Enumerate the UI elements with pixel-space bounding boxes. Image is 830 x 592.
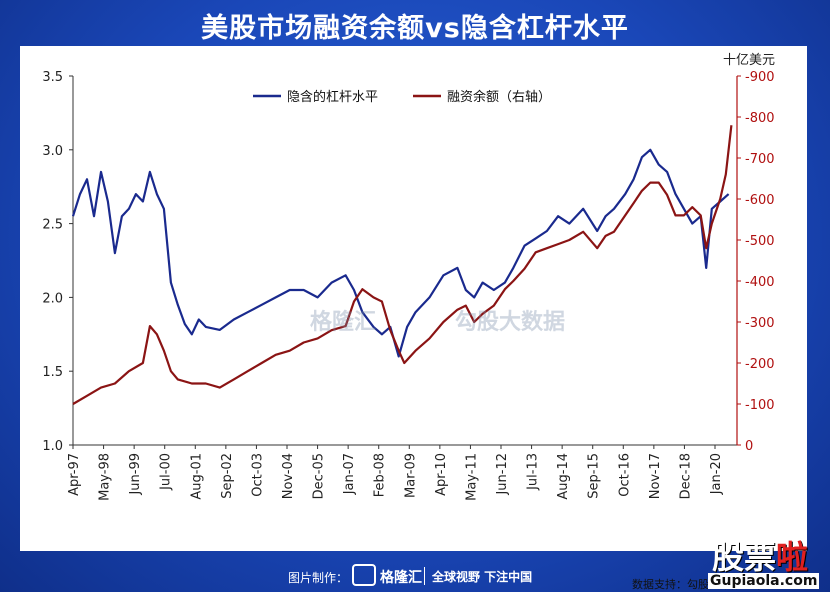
right-tick-label: -100	[745, 398, 775, 413]
right-tick-label: -700	[745, 152, 775, 167]
watermark-brand-2: 勾股大数据	[455, 310, 566, 335]
left-tick-label: 1.5	[42, 365, 63, 380]
footer-slogan: 全球视野 下注中国	[432, 570, 533, 584]
x-tick-label: Nov-17	[648, 453, 663, 499]
x-tick-label: Oct-03	[250, 453, 265, 497]
x-tick-label: Jun-99	[128, 453, 143, 496]
x-tick-label: Jan-20	[709, 453, 724, 495]
watermark-brand: 格隆汇	[310, 310, 377, 335]
footer-bar: 图片制作： 格隆汇 全球视野 下注中国	[0, 560, 830, 592]
right-tick-label: -300	[745, 316, 775, 331]
stamp-text-a: 股票	[712, 538, 777, 576]
right-tick-label: -800	[745, 111, 775, 126]
left-tick-label: 2.0	[42, 291, 63, 306]
x-tick-label: Mar-09	[403, 453, 418, 498]
leverage-series-line	[71, 148, 730, 358]
chart-title: 美股市场融资余额vs隐含杠杆水平	[201, 13, 629, 44]
chart-panel: 1.0 1.5 2.0 2.5 3.0 3.5 0 -100 -200 -300 -400 -500 -…	[20, 46, 807, 591]
margin-balance-series-line	[72, 125, 733, 405]
x-tick-label: Oct-16	[617, 453, 632, 497]
left-tick-label: 2.5	[42, 218, 63, 233]
stamp-text-b: 啦	[776, 538, 809, 576]
x-tick-label: Feb-08	[373, 453, 388, 497]
x-tick-label: Sep-15	[587, 453, 602, 499]
x-tick-label: Jun-12	[495, 453, 510, 496]
footer-made-by: 图片制作：	[288, 571, 349, 585]
x-tick-label: Nov-04	[281, 453, 296, 499]
right-tick-label: -500	[745, 234, 775, 249]
footer-divider	[424, 567, 425, 585]
x-tick-label: Jul-00	[159, 453, 174, 491]
right-tick-label: -600	[745, 193, 775, 208]
stamp-url: Gupiaola.com	[708, 573, 820, 589]
site-stamp: 股票啦	[712, 532, 808, 578]
right-tick-label: -900	[745, 70, 775, 85]
left-tick-label: 3.0	[42, 144, 63, 159]
right-tick-label: -200	[745, 357, 775, 372]
right-axis-unit: 十亿美元	[723, 53, 775, 68]
x-tick-label: Dec-18	[678, 453, 693, 499]
x-tick-label: Sep-02	[220, 453, 235, 499]
x-tick-label: Aug-01	[189, 453, 204, 500]
x-tick-label: May-98	[98, 453, 113, 501]
footer-logo-text: 格隆汇	[380, 570, 422, 586]
left-tick-label: 3.5	[42, 70, 63, 85]
legend-label: 融资余额（右轴）	[447, 89, 551, 105]
x-tick-label: Aug-14	[556, 453, 571, 500]
right-tick-label: 0	[745, 439, 753, 454]
legend-label: 隐含的杠杆水平	[287, 89, 378, 105]
left-tick-label: 1.0	[42, 439, 63, 454]
x-tick-label: Dec-05	[312, 453, 327, 499]
right-tick-label: -400	[745, 275, 775, 290]
x-tick-label: Jan-07	[342, 453, 357, 495]
x-tick-label: Apr-97	[67, 453, 82, 496]
line-chart: 1.0 1.5 2.0 2.5 3.0 3.5 0 -100 -200 -300 -400 -500 -…	[42, 53, 775, 501]
brand-logo-icon	[352, 564, 376, 586]
x-tick-label: Apr-10	[434, 453, 449, 496]
x-tick-label: Jul-13	[526, 453, 541, 491]
x-tick-label: May-11	[464, 453, 479, 501]
